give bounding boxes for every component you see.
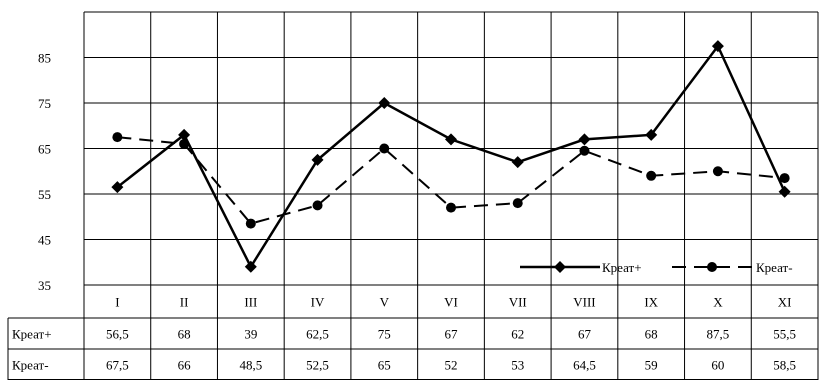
y-tick-label: 55 <box>38 187 51 202</box>
legend-marker <box>554 261 566 273</box>
data-label: 56,5 <box>106 327 129 342</box>
data-point <box>312 200 323 211</box>
data-label: 59 <box>645 358 658 373</box>
data-label: 67,5 <box>106 358 129 373</box>
data-point <box>311 153 324 166</box>
data-label: 55,5 <box>773 327 796 342</box>
data-label: 52 <box>445 358 458 373</box>
data-label: 75 <box>378 327 391 342</box>
data-point <box>178 128 191 141</box>
x-category-label: VII <box>509 295 527 310</box>
data-label: 62,5 <box>306 327 329 342</box>
data-label: 58,5 <box>773 358 796 373</box>
data-point <box>379 143 390 154</box>
y-tick-label: 65 <box>38 142 51 157</box>
data-label: 65 <box>378 358 391 373</box>
data-point <box>646 170 657 181</box>
data-point <box>445 133 457 146</box>
data-label: 64,5 <box>573 358 596 373</box>
y-axis-ticks: 35 45 55 65 75 85 <box>38 51 51 294</box>
y-tick-label: 45 <box>38 233 51 248</box>
grid-lines <box>7 11 819 380</box>
series-line <box>117 136 785 225</box>
data-label: 53 <box>511 358 524 373</box>
data-label: 48,5 <box>239 358 262 373</box>
table-row-label: Креат+ <box>12 327 52 342</box>
data-point <box>645 128 658 141</box>
x-category-label: X <box>713 295 723 310</box>
data-label: 68 <box>178 327 191 342</box>
series-lines <box>111 40 791 273</box>
x-category-label: II <box>180 295 189 310</box>
data-point <box>111 181 124 194</box>
x-category-label: I <box>115 295 119 310</box>
data-point <box>512 198 523 209</box>
data-point <box>778 185 791 198</box>
x-category-label: VI <box>444 295 458 310</box>
data-point <box>511 156 524 169</box>
data-point <box>779 173 790 184</box>
legend-marker <box>707 262 717 272</box>
x-category-label: XI <box>778 295 792 310</box>
x-category-label: III <box>244 295 257 310</box>
x-category-label: VIII <box>573 295 595 310</box>
data-label: 60 <box>711 358 724 373</box>
y-tick-label: 75 <box>38 96 51 111</box>
data-label: 66 <box>178 358 192 373</box>
x-category-label: V <box>380 295 390 310</box>
data-label: 52,5 <box>306 358 329 373</box>
x-category-label: IX <box>644 295 658 310</box>
table-row-label: Креат- <box>12 358 49 373</box>
data-label: 87,5 <box>707 327 730 342</box>
data-point <box>579 145 590 156</box>
legend-label: Креат+ <box>602 260 642 275</box>
data-label: 67 <box>445 327 459 342</box>
data-point <box>446 202 456 213</box>
data-label: 39 <box>244 327 257 342</box>
data-point <box>244 260 257 273</box>
legend: Креат+ Креат- <box>520 260 793 275</box>
data-label: 67 <box>578 327 592 342</box>
data-label: 68 <box>645 327 658 342</box>
x-category-label: IV <box>311 295 325 310</box>
data-point <box>711 40 724 53</box>
data-point <box>712 166 723 177</box>
legend-label: Креат- <box>756 260 793 275</box>
data-point <box>578 133 591 146</box>
data-point <box>245 218 256 229</box>
data-point <box>112 132 123 143</box>
y-tick-label: 35 <box>38 278 51 293</box>
data-point <box>378 97 391 109</box>
data-label: 62 <box>511 327 524 342</box>
y-tick-label: 85 <box>38 51 51 66</box>
